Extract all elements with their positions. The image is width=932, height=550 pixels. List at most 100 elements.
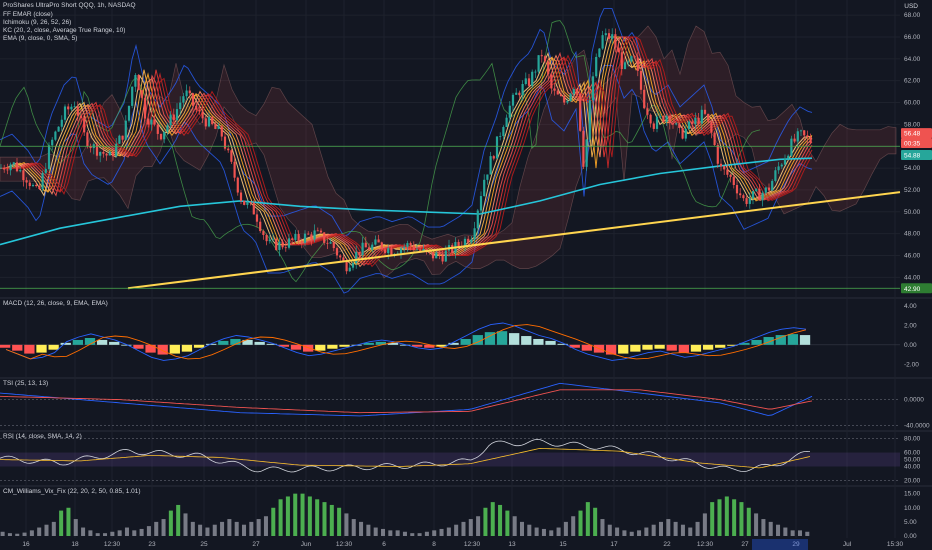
candle-body — [19, 170, 22, 172]
candle-body — [323, 232, 326, 243]
vix-bar — [658, 521, 664, 536]
candle-body — [268, 239, 271, 242]
vix-bar — [22, 532, 27, 536]
vix-bar — [702, 513, 707, 536]
vix-bar — [242, 524, 247, 536]
candle-body — [591, 76, 595, 101]
candle-body — [787, 155, 790, 159]
macd-histogram-bar — [399, 344, 411, 346]
candle-body — [732, 176, 735, 186]
candle-body — [444, 250, 447, 262]
macd-histogram-bar — [181, 344, 193, 352]
price-tick-label: 48.00 — [904, 231, 921, 238]
candle-body — [220, 126, 223, 137]
macd-histogram-bar — [36, 344, 47, 353]
candle-body — [83, 118, 86, 133]
rsi-title: RSI (14, close, SMA, 14, 2) — [3, 433, 82, 440]
vix-bar — [476, 516, 481, 536]
ichimoku-cloud — [0, 25, 897, 279]
candle-body — [659, 116, 662, 117]
candle-body — [681, 128, 684, 139]
time-axis-label: 17 — [610, 541, 618, 548]
vix-bar — [797, 530, 802, 536]
vix-bar — [293, 493, 298, 536]
macd-histogram-bar — [678, 344, 689, 353]
candle-body — [518, 92, 521, 96]
candle-body — [303, 233, 307, 243]
candle-body — [595, 56, 598, 77]
time-axis-label: 12:30 — [697, 541, 714, 548]
candle-body — [604, 33, 607, 36]
vix-bar — [132, 530, 137, 536]
vix-bar — [227, 519, 232, 536]
macd-histogram-bar — [424, 344, 435, 348]
vix-bar — [161, 519, 166, 536]
candle-body — [89, 146, 92, 149]
time-axis-label: 12:30 — [464, 541, 481, 548]
vix-bar — [790, 530, 795, 536]
rsi-band — [0, 452, 900, 467]
macd-histogram-bar — [436, 344, 447, 347]
macd-histogram-bar — [751, 339, 762, 345]
candle-body — [335, 248, 339, 256]
vix-bar — [154, 521, 159, 536]
candle-body — [665, 115, 668, 122]
candle-body — [361, 242, 364, 256]
candle-body — [566, 100, 569, 103]
candle-body — [204, 118, 207, 127]
macd-line — [5, 322, 806, 361]
candle-body — [387, 248, 390, 254]
vix-bar — [124, 527, 129, 536]
last-price-badge: 56.48 — [904, 131, 921, 138]
candle-body — [287, 238, 291, 248]
vix-bar — [44, 524, 49, 536]
candle-body — [675, 123, 678, 125]
candle-body — [479, 196, 483, 211]
candle-body — [294, 233, 297, 240]
candle-body — [534, 71, 537, 73]
candle-body — [713, 132, 716, 146]
candle-body — [131, 86, 134, 106]
candle-body — [38, 186, 41, 190]
candle-body — [44, 168, 47, 173]
candle-body — [745, 198, 748, 204]
macd-histogram-bar — [0, 344, 11, 348]
price-tick-label: 44.00 — [904, 274, 921, 281]
vix-bar — [388, 530, 393, 536]
candle-body — [598, 48, 601, 57]
candle-body — [415, 249, 419, 251]
candle-body — [508, 105, 511, 118]
candle-body — [569, 93, 572, 101]
candle-body — [694, 117, 697, 125]
macd-histogram-bar — [496, 331, 508, 345]
candle-body — [227, 148, 230, 151]
last-time-badge-bg — [901, 137, 932, 148]
candle-body — [617, 47, 620, 53]
candle-body — [764, 187, 767, 193]
candle-body — [175, 109, 179, 121]
symbol-title: ProShares UltraPro Short QQQ, 1h, NASDAQ — [3, 2, 136, 9]
vix-bar — [234, 521, 239, 536]
macd-histogram-bar — [363, 342, 374, 345]
candle-body — [70, 106, 73, 110]
macd-histogram-bar — [327, 344, 338, 349]
macd-histogram-bar — [557, 343, 568, 345]
vix-bar — [607, 524, 612, 536]
vix-bar — [402, 531, 407, 536]
price-tick-label: 52.00 — [904, 187, 921, 194]
vix-bar — [380, 528, 386, 536]
vix-bar — [139, 528, 144, 536]
candle-body — [121, 135, 124, 140]
macd-histogram-bar — [145, 344, 156, 353]
vix-bar — [593, 507, 598, 536]
vix-bar — [66, 507, 71, 536]
candle-body — [127, 105, 131, 121]
candle-body — [339, 255, 342, 258]
macd-histogram-bar — [375, 341, 387, 345]
ema-ribbon-line-6 — [0, 36, 813, 266]
candle-body — [12, 162, 15, 165]
price-tick-label: 62.00 — [904, 78, 921, 85]
time-axis-label: 8 — [432, 541, 436, 548]
macd-pane — [0, 322, 900, 361]
candle-body — [278, 241, 281, 250]
